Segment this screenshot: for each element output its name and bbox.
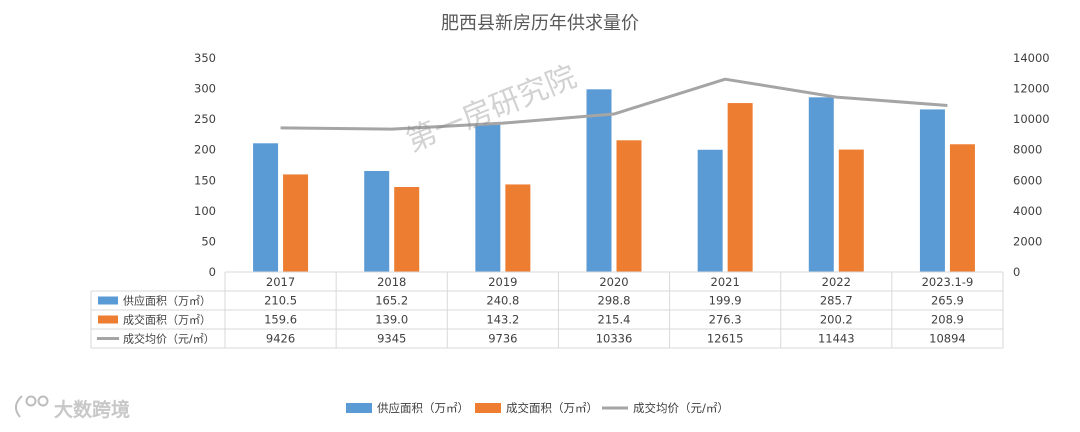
x-tick-label: 2022 bbox=[822, 275, 851, 289]
brand-logo: 大数跨境 bbox=[15, 395, 130, 421]
table-legend-key bbox=[98, 315, 118, 324]
table-row-label: 成交均价（元/㎡） bbox=[123, 332, 215, 346]
x-tick-label: 2018 bbox=[377, 275, 406, 289]
bar bbox=[505, 184, 531, 272]
y-left-tick-label: 100 bbox=[194, 204, 216, 218]
chart-title: 肥西县新房历年供求量价 bbox=[441, 13, 639, 34]
y-left-tick-label: 250 bbox=[194, 112, 216, 126]
table-cell: 11443 bbox=[818, 332, 855, 346]
bars bbox=[253, 89, 975, 273]
y-right-tick-label: 14000 bbox=[1013, 51, 1050, 65]
y-right-tick-label: 0 bbox=[1013, 265, 1020, 279]
data-table: 2017 2018 2019 2020 2021 2022 2023.1-9 供应面积（万㎡）… bbox=[90, 271, 1004, 349]
y-left-tick-label: 350 bbox=[194, 51, 216, 65]
y-left-tick-label: 150 bbox=[194, 173, 216, 187]
table-cell: 12615 bbox=[707, 332, 744, 346]
table-cell: 199.9 bbox=[709, 294, 742, 308]
bar bbox=[616, 140, 642, 272]
x-tick-label: 2020 bbox=[599, 275, 628, 289]
table-cell: 298.8 bbox=[598, 294, 631, 308]
x-tick-label: 2023.1-9 bbox=[922, 275, 974, 289]
table-cell: 240.8 bbox=[486, 294, 519, 308]
y-right-tick-label: 4000 bbox=[1013, 204, 1042, 218]
table-cell: 139.0 bbox=[375, 313, 408, 327]
y-right-tick-label: 10000 bbox=[1013, 112, 1050, 126]
y-right-tick-label: 8000 bbox=[1013, 143, 1042, 157]
table-cell: 210.5 bbox=[264, 294, 297, 308]
table-cell: 276.3 bbox=[709, 313, 742, 327]
y-left-tick-label: 300 bbox=[194, 82, 216, 96]
axes: 0 50 100 150 200 250 300 350 0 2000 4000 6000 8000 10… bbox=[194, 51, 1050, 279]
y-right-tick-label: 2000 bbox=[1013, 234, 1042, 248]
y-right-tick-label: 6000 bbox=[1013, 173, 1042, 187]
table-cell: 9345 bbox=[377, 332, 406, 346]
bar bbox=[364, 170, 390, 272]
bar bbox=[727, 103, 753, 272]
table-cell: 200.2 bbox=[820, 313, 853, 327]
table-cell: 285.7 bbox=[820, 294, 853, 308]
legend-key bbox=[346, 403, 372, 413]
bar bbox=[283, 174, 309, 272]
bar bbox=[808, 97, 834, 273]
table-cell: 208.9 bbox=[931, 313, 964, 327]
bar bbox=[586, 89, 612, 272]
series-line bbox=[280, 77, 948, 131]
legend-label: 供应面积（万㎡） bbox=[377, 401, 469, 415]
legend-label: 成交面积（万㎡） bbox=[506, 401, 598, 415]
brand-logo-icon bbox=[15, 395, 49, 418]
legend-label: 成交均价（元/㎡） bbox=[633, 401, 729, 415]
table-cell: 10894 bbox=[929, 332, 966, 346]
x-tick-label: 2021 bbox=[711, 275, 740, 289]
bar bbox=[949, 144, 975, 272]
price-line bbox=[280, 77, 948, 131]
bar bbox=[697, 149, 723, 272]
table-row-label: 供应面积（万㎡） bbox=[123, 294, 211, 308]
bar bbox=[394, 187, 420, 272]
legend: 供应面积（万㎡） 成交面积（万㎡） 成交均价（元/㎡） bbox=[346, 401, 729, 415]
table-cell: 9426 bbox=[266, 332, 295, 346]
table-legend-key bbox=[98, 296, 118, 305]
x-tick-label: 2017 bbox=[266, 275, 295, 289]
bar bbox=[919, 109, 945, 272]
bar bbox=[838, 149, 864, 272]
table-cell: 165.2 bbox=[375, 294, 408, 308]
y-left-tick-label: 200 bbox=[194, 143, 216, 157]
table-cell: 215.4 bbox=[598, 313, 631, 327]
y-left-tick-label: 50 bbox=[201, 234, 216, 248]
y-right-tick-label: 12000 bbox=[1013, 82, 1050, 96]
bar bbox=[475, 124, 501, 272]
x-tick-label: 2019 bbox=[488, 275, 517, 289]
table-cell: 159.6 bbox=[264, 313, 297, 327]
legend-key bbox=[475, 403, 501, 413]
brand-logo-text: 大数跨境 bbox=[54, 398, 130, 421]
table-cell: 10336 bbox=[596, 332, 633, 346]
table-cell: 9736 bbox=[488, 332, 517, 346]
table-cell: 143.2 bbox=[486, 313, 519, 327]
table-row-label: 成交面积（万㎡） bbox=[123, 313, 211, 327]
table-cell: 265.9 bbox=[931, 294, 964, 308]
bar bbox=[253, 143, 279, 272]
y-left-tick-label: 0 bbox=[209, 265, 216, 279]
